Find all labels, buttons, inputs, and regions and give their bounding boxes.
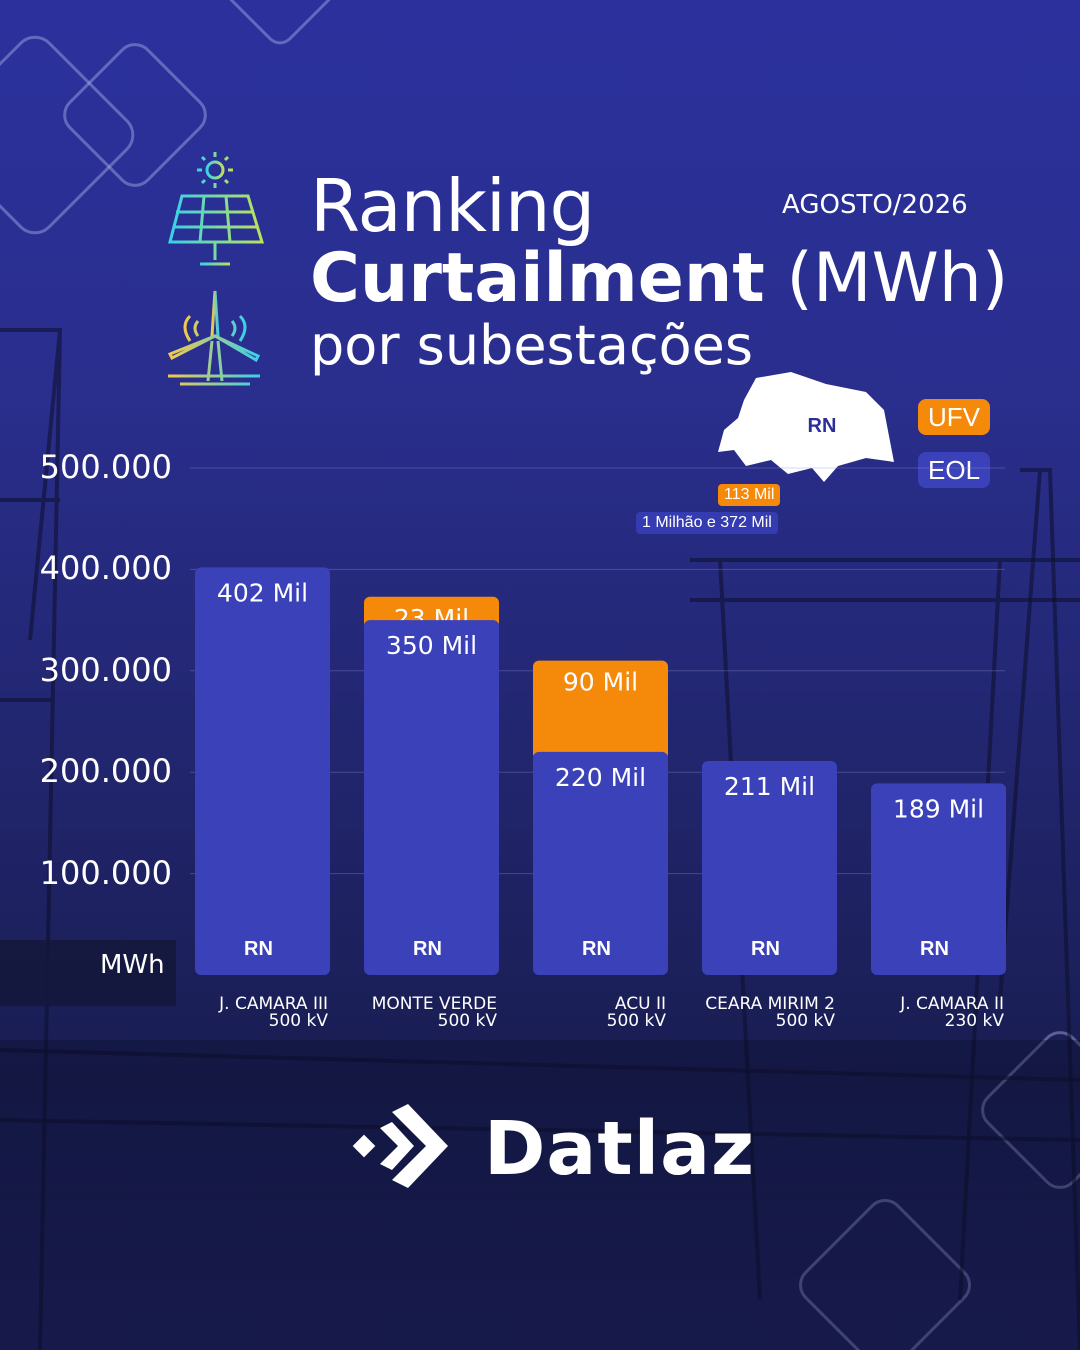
unit-label: MWh: [100, 950, 165, 980]
title-bold: Curtailment: [310, 239, 765, 318]
wind-turbine-icon: [167, 290, 261, 386]
substation-name: J. CAMARA III: [219, 994, 328, 1014]
bar-label-eol: 402 Mil: [217, 578, 308, 607]
y-tick-label: 400.000: [39, 549, 172, 588]
legend-ufv: UFV: [918, 399, 990, 435]
y-tick-label: 500.000: [39, 448, 172, 486]
substation-voltage: 500 kV: [437, 1011, 497, 1031]
unit-box: [0, 940, 176, 1006]
x-tick-label: J. CAMARA II 230 kV: [844, 996, 1004, 1030]
title-line1: Ranking: [310, 164, 595, 248]
bar-label-eol: 211 Mil: [724, 772, 815, 801]
date-label: AGOSTO/2026: [782, 190, 968, 220]
x-tick-label: ACU II 500 kV: [506, 996, 666, 1030]
substation-voltage: 230 kV: [944, 1011, 1004, 1031]
y-tick-label: 300.000: [39, 650, 172, 689]
bar-label-eol: 350 Mil: [386, 631, 477, 660]
substation-voltage: 500 kV: [606, 1011, 666, 1031]
bar-eol: [871, 783, 1006, 975]
y-tick-label: 200.000: [39, 752, 172, 791]
x-tick-label: J. CAMARA III 500 kV: [168, 996, 328, 1030]
y-tick-label: 100.000: [39, 853, 172, 892]
bar-state-label: RN: [413, 938, 442, 960]
substation-voltage: 500 kV: [775, 1011, 835, 1031]
datlaz-logo-icon: [352, 1104, 448, 1188]
map-label: RN: [808, 415, 837, 437]
bar-eol: [195, 567, 330, 975]
substation-name: MONTE VERDE: [371, 994, 497, 1014]
bar-state-label: RN: [920, 938, 949, 960]
bar-state-label: RN: [244, 938, 273, 960]
bar-label-eol: 220 Mil: [555, 763, 646, 792]
pylon-silhouettes: [0, 328, 1080, 1350]
x-tick-label: CEARA MIRIM 2 500 kV: [675, 996, 835, 1030]
bar-eol: [702, 761, 837, 975]
bar-state-label: RN: [582, 938, 611, 960]
chart-title: Ranking Curtailment (MWh) por subestaçõe…: [310, 170, 1008, 376]
solar-panel-icon: [167, 152, 265, 386]
brand-name: Datlaz: [484, 1106, 756, 1192]
substation-name: CEARA MIRIM 2: [705, 994, 835, 1014]
bar-eol: [533, 751, 668, 975]
rn-map-icon: RN: [718, 372, 894, 482]
x-tick-label: MONTE VERDE 500 kV: [337, 996, 497, 1030]
bar-label-ufv: 90 Mil: [563, 668, 638, 697]
bar-state-label: RN: [751, 938, 780, 960]
substation-name: J. CAMARA II: [900, 994, 1004, 1014]
ufv-total-badge: 113 Mil: [718, 484, 781, 506]
eol-total-badge: 1 Milhão e 372 Mil: [636, 512, 778, 534]
legend-eol: EOL: [918, 452, 991, 488]
title-line3: por subestações: [310, 314, 754, 377]
title-line2: Curtailment (MWh): [310, 242, 1008, 316]
bar-label-eol: 189 Mil: [893, 794, 984, 823]
bar-ufv: [533, 660, 668, 760]
substation-name: ACU II: [614, 994, 666, 1014]
title-unit: (MWh): [764, 239, 1009, 318]
substation-voltage: 500 kV: [268, 1011, 328, 1031]
bar-eol: [364, 620, 499, 975]
